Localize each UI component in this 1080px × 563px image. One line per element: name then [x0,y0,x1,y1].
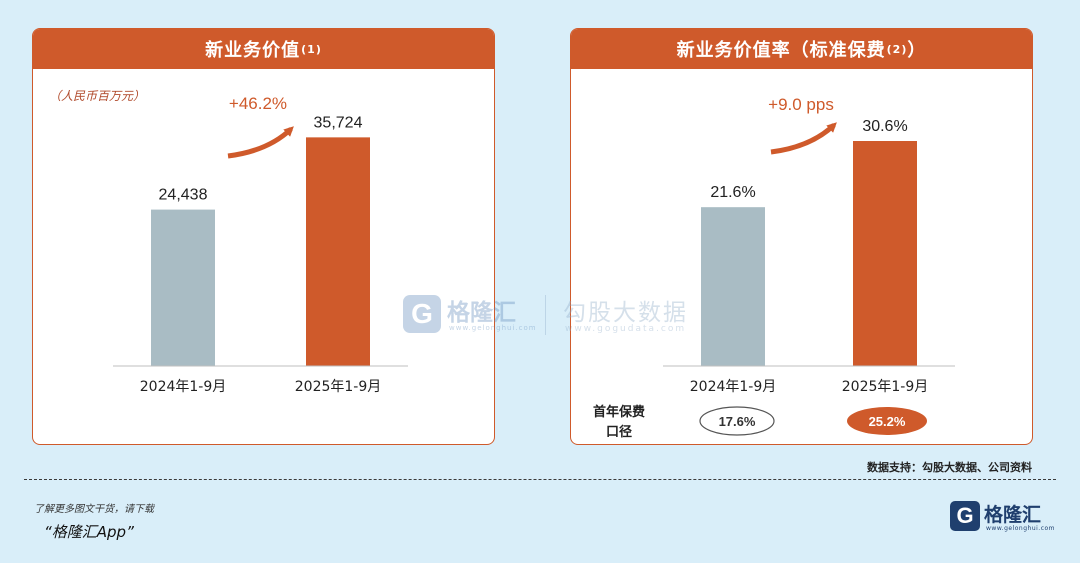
bar-2025 [853,141,917,366]
brand-logo-text: 格隆汇 [984,504,1042,526]
bar-value-label: 30.6% [862,118,907,135]
fyp-2025-value: 25.2% [869,414,906,429]
left-panel-title-note: (1) [301,42,322,56]
bar-value-label: 24,438 [159,187,208,204]
left-bar-chart: +46.2% 24,438 2024年1-9月 35,724 2025年1-9月 [113,94,408,395]
footer-app-name: “格隆汇App” [44,523,134,541]
bar-2024 [151,209,215,366]
growth-arrow [227,126,294,159]
left-panel: 新业务价值 (1) （人民币百万元） +46.2% 24,438 2024年1-9月… [32,28,495,445]
left-panel-title: 新业务价值 [205,40,301,61]
growth-arrow [770,122,837,155]
bar-value-label: 21.6% [710,184,755,201]
watermark-divider [545,295,546,335]
right-bar-chart: +9.0 pps 首年保费 口径 17.6% 25.2% 21.6% 2024年1… [593,95,955,440]
category-label: 2024年1-9月 [690,379,777,395]
fyp-2025-badge [847,407,927,435]
growth-label: +46.2% [229,94,287,113]
footer-divider [24,479,1056,480]
brand-logo-sub: www.gelonghui.com [986,525,1056,532]
fyp-2024-value: 17.6% [719,414,756,429]
fyp-2024-badge [699,406,775,436]
right-panel-header: 新业务价值率（标准保费 (2)） [571,29,1032,69]
unit-label: （人民币百万元） [49,89,146,103]
bar-value-label: 35,724 [314,114,363,131]
growth-label: +9.0 pps [768,95,834,114]
category-label: 2025年1-9月 [295,379,382,395]
brand-logo: G 格隆汇 www.gelonghui.com [950,500,1060,534]
right-panel-title: 新业务价值率（标准保费 [676,40,886,61]
category-label: 2024年1-9月 [140,379,227,395]
fyp-label-line1: 首年保费 [593,404,645,420]
fyp-label-line2: 口径 [606,424,632,440]
footer-line1: 了解更多图文干货，请下载 [34,504,154,515]
right-panel-title-note: (2) [886,42,908,56]
right-panel-title-close: ） [907,40,927,61]
bar-2024 [701,207,765,366]
left-panel-header: 新业务价值 (1) [33,29,494,69]
right-panel: 新业务价值率（标准保费 (2)） +9.0 pps 首年保费 口径 17.6% 2… [570,28,1033,445]
category-label: 2025年1-9月 [842,379,929,395]
gelonghui-logo-icon: G [950,501,980,531]
data-source: 数据支持：勾股大数据、公司资料 [867,461,1032,474]
bar-2025 [306,137,370,366]
